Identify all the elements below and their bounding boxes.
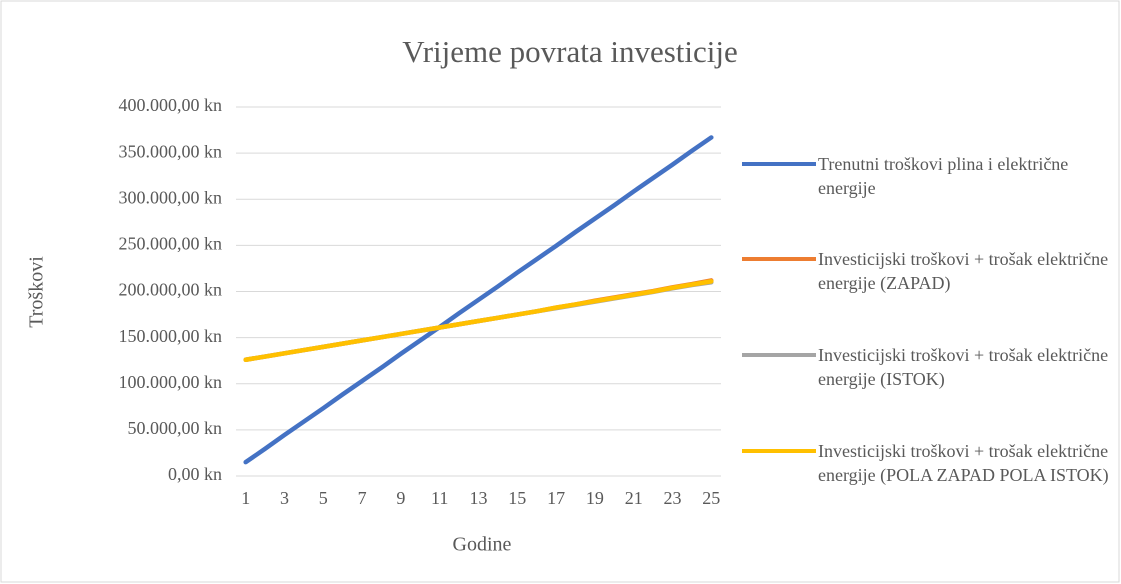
legend-item: Investicijski troškovi + trošak električ… bbox=[742, 247, 1112, 295]
x-tick-label: 21 bbox=[625, 488, 643, 508]
y-tick-label: 400.000,00 kn bbox=[119, 95, 223, 115]
x-tick-label: 11 bbox=[431, 488, 448, 508]
y-tick-label: 50.000,00 kn bbox=[128, 418, 223, 438]
series-line bbox=[243, 279, 714, 363]
y-tick-label: 200.000,00 kn bbox=[119, 280, 223, 300]
x-axis-label: Godine bbox=[453, 534, 512, 556]
legend-swatch bbox=[742, 449, 816, 453]
legend-swatch bbox=[742, 162, 816, 166]
x-tick-label: 19 bbox=[586, 488, 604, 508]
y-tick-label: 300.000,00 kn bbox=[119, 187, 223, 207]
legend-item: Investicijski troškovi + trošak električ… bbox=[742, 439, 1112, 487]
x-tick-label: 1 bbox=[241, 488, 250, 508]
y-tick-label: 150.000,00 kn bbox=[119, 326, 223, 346]
legend-swatch bbox=[742, 353, 816, 357]
y-tick-label: 0,00 kn bbox=[168, 464, 222, 484]
x-tick-label: 23 bbox=[664, 488, 682, 508]
legend-label: Investicijski troškovi + trošak električ… bbox=[818, 249, 1109, 293]
legend-item: Investicijski troškovi + trošak električ… bbox=[742, 343, 1112, 391]
x-tick-label: 13 bbox=[470, 488, 488, 508]
chart-title: Vrijeme povrata investicije bbox=[402, 34, 738, 69]
x-tick-label: 17 bbox=[547, 488, 565, 508]
series-line bbox=[243, 135, 714, 465]
x-tick-label: 25 bbox=[702, 488, 720, 508]
x-tick-label: 9 bbox=[396, 488, 405, 508]
legend-label: Investicijski troškovi + trošak električ… bbox=[818, 441, 1109, 485]
x-tick-label: 5 bbox=[319, 488, 328, 508]
x-tick-label: 15 bbox=[508, 488, 526, 508]
legend-swatch bbox=[742, 257, 816, 261]
legend-label: Trenutni troškovi plina i električne ene… bbox=[818, 154, 1069, 198]
y-tick-label: 350.000,00 kn bbox=[119, 141, 223, 161]
y-axis-label: Troškovi bbox=[26, 256, 48, 328]
y-tick-label: 250.000,00 kn bbox=[119, 234, 223, 254]
legend-label: Investicijski troškovi + trošak električ… bbox=[818, 345, 1109, 389]
legend-item: Trenutni troškovi plina i električne ene… bbox=[742, 152, 1112, 200]
x-tick-label: 7 bbox=[358, 488, 367, 508]
y-tick-label: 100.000,00 kn bbox=[119, 372, 223, 392]
x-tick-label: 3 bbox=[280, 488, 289, 508]
